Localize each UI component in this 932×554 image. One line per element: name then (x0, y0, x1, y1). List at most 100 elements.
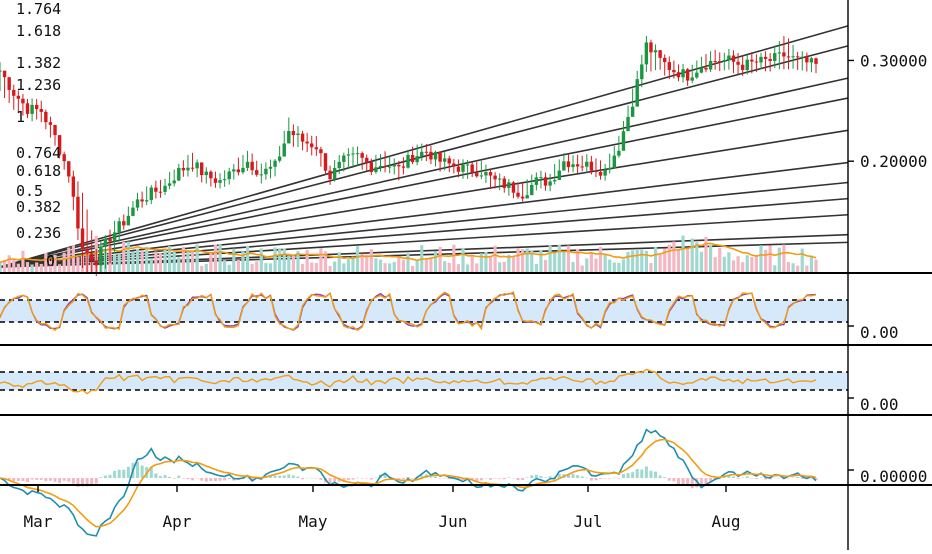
candle-body (241, 167, 245, 173)
macd-histogram-bar (67, 478, 71, 482)
volume-bar (566, 245, 571, 272)
macd-histogram-bar (209, 478, 213, 482)
candle-body (126, 215, 131, 226)
candle-body (658, 50, 662, 58)
candle-body (809, 58, 814, 63)
volume-bar (154, 251, 158, 272)
macd-histogram-bar (704, 478, 708, 485)
candle-body (158, 191, 163, 193)
macd-histogram-bar (608, 478, 612, 479)
candle-body (296, 133, 300, 136)
candle-body (268, 166, 273, 169)
macd-histogram-bar (204, 478, 208, 482)
macd-histogram-bar (195, 478, 199, 479)
macd-histogram-bar (126, 466, 130, 478)
macd-histogram-bar (791, 477, 795, 478)
macd-histogram-bar (521, 478, 525, 481)
macd-histogram-bar (534, 474, 538, 478)
macd-histogram-bar (30, 478, 34, 480)
volume-bar (204, 263, 208, 272)
macd-histogram-bar (640, 469, 644, 478)
candle-body (676, 72, 681, 78)
volume-bar (644, 250, 648, 272)
fib-fan-label: 0.5 (16, 182, 43, 200)
macd-histogram-bar (186, 478, 190, 480)
candle-body (323, 153, 328, 171)
volume-bar (681, 235, 685, 272)
candle-body (461, 164, 465, 172)
volume-bar (163, 249, 167, 272)
volume-bar (667, 244, 671, 272)
volume-bar (410, 265, 415, 272)
macd-histogram-bar (149, 466, 153, 478)
volume-bar (236, 259, 240, 272)
price-axis-label: 0.20000 (860, 152, 927, 171)
candle-body (232, 169, 236, 172)
macd-histogram-bar (576, 475, 580, 478)
macd-histogram-bar (580, 476, 584, 478)
macd-histogram-bar (539, 476, 543, 478)
volume-bar (484, 251, 488, 272)
candle-body (48, 122, 53, 125)
macd-histogram-bar (672, 478, 676, 482)
candle-body (580, 166, 584, 168)
volume-bar (223, 260, 227, 272)
macd-histogram-bar (365, 478, 369, 479)
volume-bar (479, 253, 483, 272)
macd-histogram-bar (21, 478, 25, 481)
volume-bar (470, 256, 474, 272)
volume-bar (585, 258, 589, 272)
candle-body (332, 168, 337, 180)
candle-body (520, 196, 525, 199)
macd-histogram-bar (699, 478, 703, 488)
fib-fan-line-1_382 (0, 77, 849, 268)
macd-histogram-bar (39, 478, 43, 480)
volume-bar (741, 262, 745, 272)
candle-body (722, 59, 727, 62)
volume-bar (722, 256, 726, 272)
volume-bar (268, 263, 273, 272)
volume-bar (319, 248, 323, 272)
volume-bar (310, 262, 314, 272)
candle-body (548, 181, 552, 186)
volume-bar (7, 255, 11, 272)
macd-histogram-bar (557, 473, 561, 478)
macd-histogram-bar (484, 477, 488, 479)
volume-bar (328, 265, 332, 272)
candle-body (103, 238, 108, 247)
candle-body (16, 95, 21, 99)
volume-bar (791, 263, 795, 272)
candle-body (433, 151, 438, 160)
volume-bar (397, 257, 401, 272)
candle-body (181, 167, 186, 171)
volume-bar (241, 251, 245, 272)
candle-body (245, 161, 250, 168)
macd-histogram-bar (291, 475, 295, 478)
candle-body (108, 238, 112, 242)
volume-bar (553, 251, 557, 272)
macd-histogram-bar (35, 478, 39, 480)
candle-body (630, 106, 635, 117)
candle-body (805, 56, 809, 63)
macd-histogram-bar (48, 478, 52, 481)
macd-histogram-bar (676, 478, 680, 485)
volume-bar (708, 245, 713, 272)
candle-body (264, 168, 268, 175)
volume-bar (57, 264, 62, 272)
candle-body (695, 72, 699, 78)
volume-bar (25, 262, 30, 272)
candle-body (814, 58, 818, 64)
candle-body (195, 162, 199, 169)
candle-body (470, 164, 474, 173)
candle-body (731, 55, 736, 62)
candle-body (259, 174, 264, 176)
candle-body (374, 167, 378, 172)
candle-body (71, 176, 76, 197)
volume-bar (704, 236, 708, 272)
candle-body (750, 59, 754, 62)
macd-histogram-bar (351, 478, 355, 480)
volume-bar (640, 249, 644, 272)
volume-bar (369, 249, 373, 272)
volume-bar (456, 264, 461, 272)
fib-fan-label: 1.382 (16, 54, 61, 72)
